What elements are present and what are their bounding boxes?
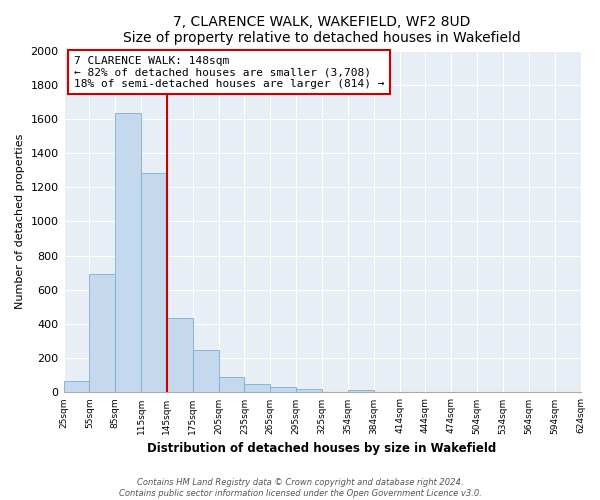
Title: 7, CLARENCE WALK, WAKEFIELD, WF2 8UD
Size of property relative to detached house: 7, CLARENCE WALK, WAKEFIELD, WF2 8UD Siz… <box>123 15 521 45</box>
Bar <box>89 274 115 392</box>
Bar <box>296 389 322 392</box>
Bar <box>218 377 244 392</box>
Bar <box>348 390 374 392</box>
Bar <box>64 382 89 392</box>
Text: 7 CLARENCE WALK: 148sqm
← 82% of detached houses are smaller (3,708)
18% of semi: 7 CLARENCE WALK: 148sqm ← 82% of detache… <box>74 56 385 89</box>
Bar <box>115 113 141 392</box>
Bar <box>271 388 296 392</box>
Bar <box>244 384 271 392</box>
X-axis label: Distribution of detached houses by size in Wakefield: Distribution of detached houses by size … <box>148 442 497 455</box>
Y-axis label: Number of detached properties: Number of detached properties <box>15 134 25 309</box>
Bar <box>141 173 167 392</box>
Bar <box>193 350 218 393</box>
Text: Contains HM Land Registry data © Crown copyright and database right 2024.
Contai: Contains HM Land Registry data © Crown c… <box>119 478 481 498</box>
Bar <box>167 318 193 392</box>
